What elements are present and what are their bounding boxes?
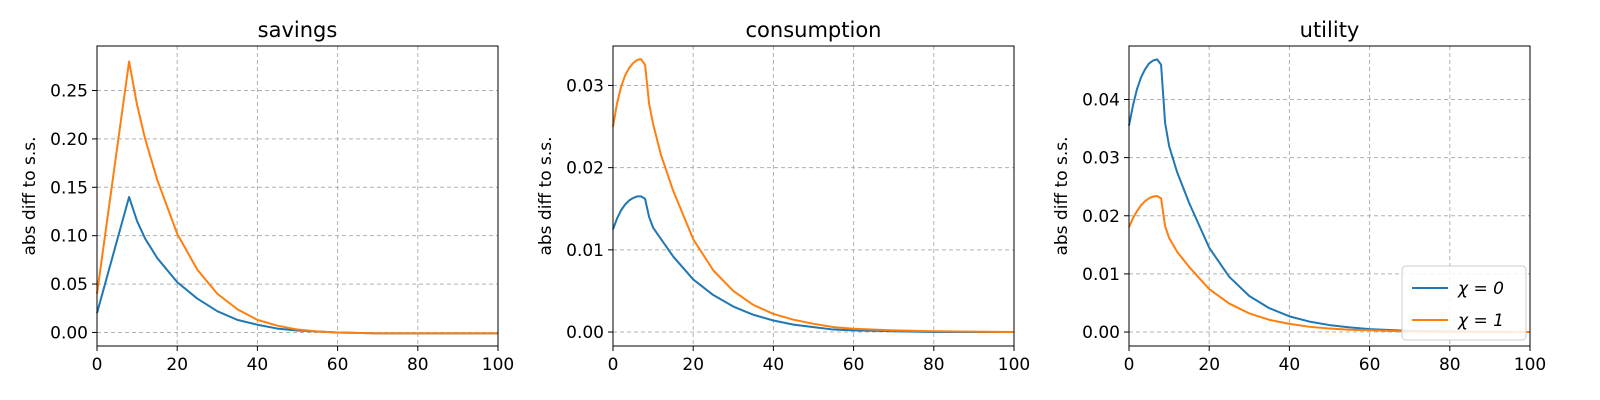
- x-tick-label: 100: [998, 355, 1030, 375]
- y-tick-label: 0.03: [1082, 149, 1120, 169]
- y-tick-label: 0.02: [1082, 207, 1120, 227]
- x-tick-label: 80: [923, 355, 945, 375]
- y-tick-label: 0.15: [50, 178, 88, 198]
- y-tick-label: 0.04: [1082, 90, 1120, 110]
- y-tick-label: 0.10: [50, 227, 88, 247]
- x-tick-label: 100: [482, 355, 514, 375]
- x-tick-label: 0: [608, 355, 619, 375]
- axes-frame: [96, 45, 499, 347]
- series-line-chi1: [96, 60, 498, 335]
- x-tick-label: 20: [1198, 355, 1220, 375]
- series-line-chi0: [96, 195, 498, 335]
- chart-title: consumption: [746, 18, 882, 42]
- x-tick-label: 40: [247, 355, 269, 375]
- legend: χ = 0 χ = 1: [1401, 265, 1527, 341]
- y-tick-label: 0.05: [50, 275, 88, 295]
- x-tick-label: 80: [1439, 355, 1461, 375]
- x-tick-label: 80: [407, 355, 429, 375]
- legend-box: [1401, 265, 1527, 341]
- x-tick-label: 100: [1514, 355, 1546, 375]
- y-tick-label: 0.03: [566, 76, 604, 96]
- y-tick-label: 0.00: [566, 323, 604, 343]
- y-axis-label: abs diff to s.s.: [1052, 136, 1072, 255]
- x-tick-label: 20: [682, 355, 704, 375]
- panel-savings: 0 20 40 60 80 100 0.00 0.05 0.10 0.15 0.20 0.25 savi…: [20, 18, 514, 375]
- panel-utility: 0 20 40 60 80 100 0.00 0.01 0.02 0.03 0.04 utility a…: [1052, 18, 1546, 375]
- x-tick-label: 60: [843, 355, 865, 375]
- x-tick-label: 0: [1124, 355, 1135, 375]
- series-line-chi1: [1128, 195, 1530, 334]
- y-tick-label: 0.02: [566, 159, 604, 179]
- x-tick-label: 40: [1279, 355, 1301, 375]
- y-tick-label: 0.01: [1082, 265, 1120, 285]
- axes-frame: [1128, 45, 1531, 347]
- y-tick-label: 0.00: [50, 323, 88, 343]
- x-tick-label: 60: [1359, 355, 1381, 375]
- y-tick-label: 0.01: [566, 241, 604, 261]
- series-line-chi1: [612, 58, 1015, 334]
- y-tick-label: 0.20: [50, 130, 88, 150]
- x-tick-label: 0: [92, 355, 103, 375]
- y-tick-label: 0.00: [1082, 323, 1120, 343]
- panel-consumption: 0 20 40 60 80 100 0.00 0.01 0.02 0.03 consumption a…: [536, 18, 1030, 375]
- legend-label: χ = 1: [1457, 311, 1504, 331]
- x-tick-label: 40: [763, 355, 785, 375]
- y-tick-label: 0.25: [50, 82, 88, 102]
- axes-frame: [612, 45, 1015, 347]
- legend-label: χ = 0: [1457, 279, 1504, 299]
- y-axis-label: abs diff to s.s.: [536, 136, 556, 255]
- x-tick-label: 20: [166, 355, 188, 375]
- x-tick-label: 60: [327, 355, 349, 375]
- chart-title: savings: [258, 18, 338, 42]
- chart-title: utility: [1300, 18, 1360, 42]
- series-line-chi0: [1128, 58, 1531, 334]
- series-line-chi0: [612, 195, 1014, 334]
- y-axis-label: abs diff to s.s.: [20, 136, 40, 255]
